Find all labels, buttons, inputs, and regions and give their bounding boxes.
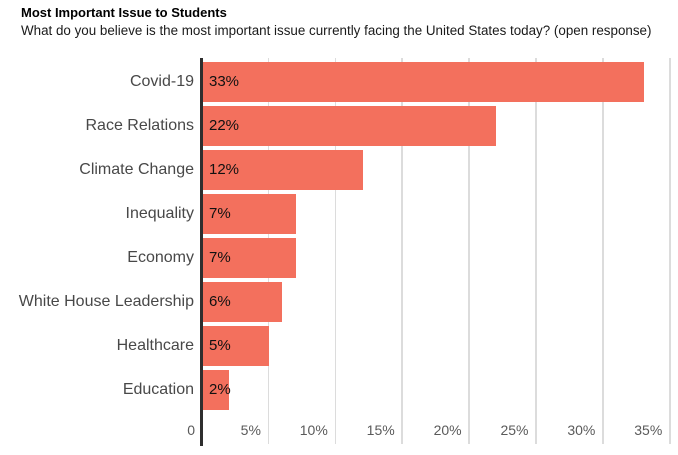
bar: [202, 370, 229, 410]
value-label: 7%: [209, 249, 231, 266]
category-label: Education: [122, 381, 194, 398]
x-tick-label: 20%: [433, 422, 462, 438]
value-label: 22%: [209, 117, 240, 134]
gridline: [334, 58, 337, 444]
bar: [202, 106, 497, 146]
gridline: [401, 58, 403, 444]
x-tick-label: 25%: [500, 422, 529, 438]
value-label: 12%: [209, 161, 240, 178]
chart-title: Most Important Issue to Students: [21, 5, 227, 20]
bar: [202, 62, 644, 102]
bar: [202, 238, 296, 278]
value-label: 33%: [209, 73, 240, 90]
category-label: Climate Change: [79, 161, 194, 178]
bar: [202, 194, 296, 234]
x-tick-label: 15%: [366, 422, 395, 438]
chart-subtitle: What do you believe is the most importan…: [21, 23, 652, 38]
category-label: Race Relations: [85, 117, 195, 134]
bar: [202, 150, 363, 190]
gridline: [535, 58, 537, 444]
category-label: Economy: [127, 249, 194, 266]
value-label: 7%: [209, 205, 231, 222]
bar: [202, 326, 269, 366]
gridline: [468, 58, 470, 444]
value-label: 6%: [209, 293, 231, 310]
category-label: Covid-19: [129, 73, 194, 90]
x-tick-label: 5%: [240, 422, 261, 438]
x-tick-label: 35%: [634, 422, 663, 438]
x-tick-label: 30%: [567, 422, 596, 438]
y-axis-line: [200, 58, 203, 446]
category-label: Inequality: [125, 205, 195, 222]
gridline: [602, 58, 604, 444]
gridline: [669, 58, 671, 444]
x-tick-label: 0: [187, 422, 195, 438]
category-label: Healthcare: [116, 337, 194, 354]
category-label: White House Leadership: [18, 293, 194, 310]
value-label: 5%: [209, 337, 231, 354]
bar: [202, 282, 283, 322]
value-label: 2%: [209, 381, 231, 398]
x-tick-label: 10%: [299, 422, 328, 438]
